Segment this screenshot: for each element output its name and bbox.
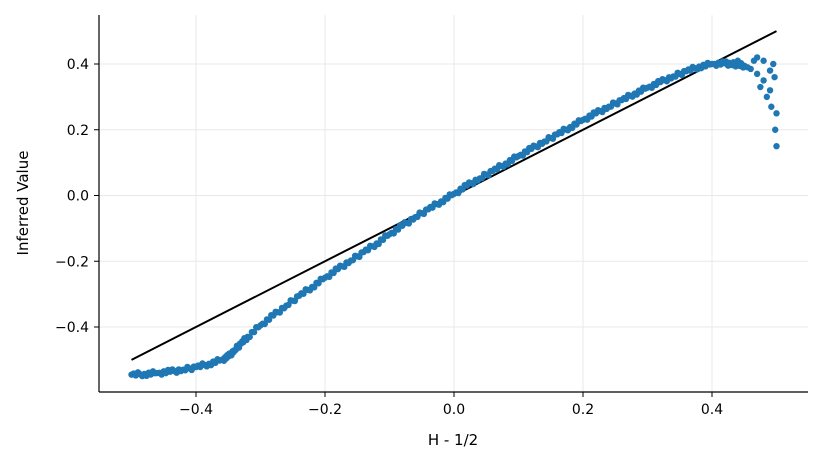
data-point — [760, 77, 767, 84]
data-point — [246, 333, 253, 341]
data-point — [772, 126, 779, 133]
x-tick-label: 0.4 — [701, 402, 723, 418]
x-ticks: −0.4 −0.2 0.0 0.2 0.4 — [179, 392, 723, 418]
y-axis-label: Inferred Value — [14, 151, 32, 256]
data-point — [770, 60, 777, 68]
data-point — [763, 93, 771, 101]
data-point — [750, 57, 758, 64]
data-point — [773, 142, 780, 150]
grid-lines — [99, 15, 808, 392]
data-point — [773, 110, 780, 117]
x-tick-label: 0.2 — [572, 402, 594, 418]
y-tick-label: −0.2 — [55, 254, 89, 270]
data-point — [766, 87, 774, 94]
data-point — [768, 103, 775, 110]
y-tick-label: 0.4 — [67, 57, 89, 73]
data-points — [128, 54, 780, 380]
x-tick-label: −0.4 — [179, 402, 213, 418]
data-point — [760, 57, 767, 64]
data-point — [250, 328, 258, 336]
data-point — [739, 64, 747, 71]
data-point — [771, 73, 778, 81]
x-axis-label: H - 1/2 — [428, 431, 478, 449]
y-tick-label: 0.0 — [67, 189, 89, 205]
data-point — [766, 67, 774, 74]
data-point — [255, 324, 262, 331]
y-tick-label: −0.4 — [55, 320, 89, 336]
x-tick-label: −0.2 — [308, 402, 342, 418]
y-tick-label: 0.2 — [67, 123, 89, 139]
y-ticks: −0.4 −0.2 0.0 0.2 0.4 — [55, 57, 99, 336]
data-point — [753, 70, 761, 78]
x-tick-label: 0.0 — [443, 402, 465, 418]
data-point — [757, 83, 764, 91]
